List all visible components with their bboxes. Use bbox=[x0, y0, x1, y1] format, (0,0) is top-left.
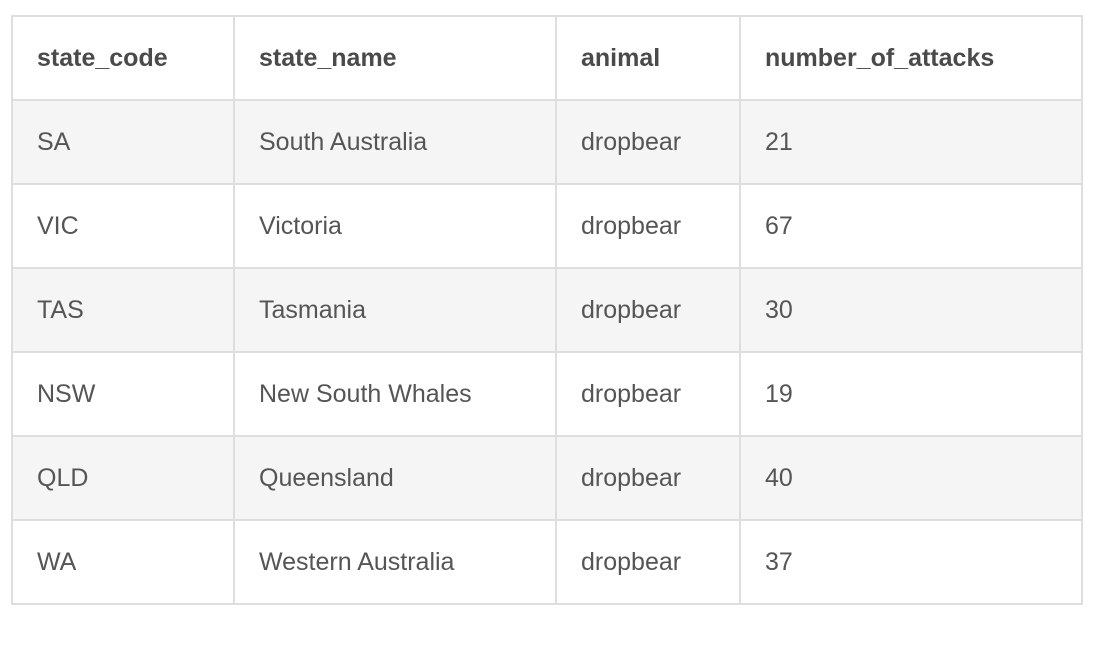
cell-state-name: Tasmania bbox=[233, 267, 557, 353]
cell-state-name: Western Australia bbox=[233, 519, 557, 605]
column-header-state-code: state_code bbox=[11, 15, 235, 101]
column-header-number-of-attacks: number_of_attacks bbox=[739, 15, 1083, 101]
cell-state-name: Victoria bbox=[233, 183, 557, 269]
table-row: SA South Australia dropbear 21 bbox=[11, 99, 1083, 185]
data-table: state_code state_name animal number_of_a… bbox=[11, 15, 1083, 605]
cell-state-code: SA bbox=[11, 99, 235, 185]
cell-number-of-attacks: 40 bbox=[739, 435, 1083, 521]
table-row: NSW New South Whales dropbear 19 bbox=[11, 351, 1083, 437]
cell-animal: dropbear bbox=[555, 351, 741, 437]
table-row: TAS Tasmania dropbear 30 bbox=[11, 267, 1083, 353]
cell-number-of-attacks: 30 bbox=[739, 267, 1083, 353]
header-row: state_code state_name animal number_of_a… bbox=[11, 15, 1083, 101]
cell-animal: dropbear bbox=[555, 435, 741, 521]
cell-state-code: WA bbox=[11, 519, 235, 605]
table-header: state_code state_name animal number_of_a… bbox=[11, 15, 1083, 101]
cell-number-of-attacks: 37 bbox=[739, 519, 1083, 605]
cell-state-code: QLD bbox=[11, 435, 235, 521]
table-row: QLD Queensland dropbear 40 bbox=[11, 435, 1083, 521]
cell-number-of-attacks: 21 bbox=[739, 99, 1083, 185]
cell-state-name: Queensland bbox=[233, 435, 557, 521]
column-header-animal: animal bbox=[555, 15, 741, 101]
table-row: WA Western Australia dropbear 37 bbox=[11, 519, 1083, 605]
table-body: SA South Australia dropbear 21 VIC Victo… bbox=[11, 99, 1083, 605]
cell-animal: dropbear bbox=[555, 519, 741, 605]
cell-state-code: VIC bbox=[11, 183, 235, 269]
cell-number-of-attacks: 19 bbox=[739, 351, 1083, 437]
table-row: VIC Victoria dropbear 67 bbox=[11, 183, 1083, 269]
cell-animal: dropbear bbox=[555, 183, 741, 269]
cell-animal: dropbear bbox=[555, 267, 741, 353]
cell-state-code: NSW bbox=[11, 351, 235, 437]
cell-state-name: New South Whales bbox=[233, 351, 557, 437]
cell-state-name: South Australia bbox=[233, 99, 557, 185]
cell-number-of-attacks: 67 bbox=[739, 183, 1083, 269]
cell-state-code: TAS bbox=[11, 267, 235, 353]
cell-animal: dropbear bbox=[555, 99, 741, 185]
column-header-state-name: state_name bbox=[233, 15, 557, 101]
